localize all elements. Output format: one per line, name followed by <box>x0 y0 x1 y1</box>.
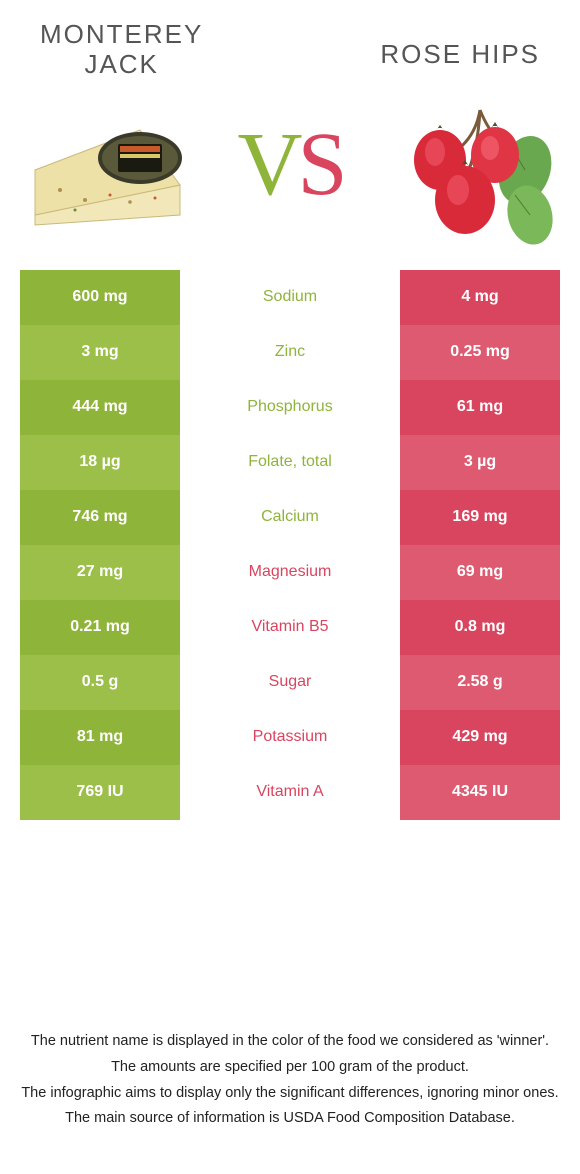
nutrient-table: 600 mgSodium4 mg3 mgZinc0.25 mg444 mgPho… <box>20 270 560 820</box>
footer: The nutrient name is displayed in the co… <box>20 1031 560 1134</box>
value-right: 4 mg <box>400 270 560 325</box>
title-left: MONTEREY JACK <box>40 20 203 80</box>
footer-line-1: The nutrient name is displayed in the co… <box>20 1031 560 1053</box>
table-row: 769 IUVitamin A4345 IU <box>20 765 560 820</box>
nutrient-label: Vitamin A <box>180 765 400 820</box>
table-row: 27 mgMagnesium69 mg <box>20 545 560 600</box>
value-right: 169 mg <box>400 490 560 545</box>
value-right: 61 mg <box>400 380 560 435</box>
value-right: 0.25 mg <box>400 325 560 380</box>
nutrient-label: Sugar <box>180 655 400 710</box>
footer-line-4: The main source of information is USDA F… <box>20 1108 560 1130</box>
nutrient-label: Vitamin B5 <box>180 600 400 655</box>
value-right: 3 µg <box>400 435 560 490</box>
footer-line-2: The amounts are specified per 100 gram o… <box>20 1057 560 1079</box>
value-left: 18 µg <box>20 435 180 490</box>
nutrient-label: Zinc <box>180 325 400 380</box>
table-row: 600 mgSodium4 mg <box>20 270 560 325</box>
value-right: 4345 IU <box>400 765 560 820</box>
value-right: 0.8 mg <box>400 600 560 655</box>
food-image-left <box>20 90 200 240</box>
cheese-icon <box>30 120 190 230</box>
nutrient-label: Calcium <box>180 490 400 545</box>
value-right: 69 mg <box>400 545 560 600</box>
table-row: 746 mgCalcium169 mg <box>20 490 560 545</box>
value-left: 746 mg <box>20 490 180 545</box>
images-row: VS <box>0 80 580 270</box>
table-row: 3 mgZinc0.25 mg <box>20 325 560 380</box>
nutrient-label: Folate, total <box>180 435 400 490</box>
table-row: 0.5 gSugar2.58 g <box>20 655 560 710</box>
footer-line-3: The infographic aims to display only the… <box>20 1083 560 1105</box>
table-row: 18 µgFolate, total3 µg <box>20 435 560 490</box>
nutrient-label: Sodium <box>180 270 400 325</box>
value-left: 769 IU <box>20 765 180 820</box>
food-image-right <box>380 90 560 240</box>
table-row: 81 mgPotassium429 mg <box>20 710 560 765</box>
vs-s: S <box>297 115 342 214</box>
value-right: 2.58 g <box>400 655 560 710</box>
value-left: 444 mg <box>20 380 180 435</box>
value-left: 81 mg <box>20 710 180 765</box>
nutrient-label: Phosphorus <box>180 380 400 435</box>
value-left: 0.5 g <box>20 655 180 710</box>
value-left: 3 mg <box>20 325 180 380</box>
table-row: 0.21 mgVitamin B50.8 mg <box>20 600 560 655</box>
value-right: 429 mg <box>400 710 560 765</box>
value-left: 0.21 mg <box>20 600 180 655</box>
rosehips-icon <box>380 100 560 250</box>
header: MONTEREY JACK ROSE HIPS <box>0 0 580 80</box>
vs-v: V <box>237 115 297 214</box>
value-left: 27 mg <box>20 545 180 600</box>
table-row: 444 mgPhosphorus61 mg <box>20 380 560 435</box>
nutrient-label: Magnesium <box>180 545 400 600</box>
nutrient-label: Potassium <box>180 710 400 765</box>
title-right: ROSE HIPS <box>380 20 540 80</box>
value-left: 600 mg <box>20 270 180 325</box>
vs-label: VS <box>237 113 342 216</box>
